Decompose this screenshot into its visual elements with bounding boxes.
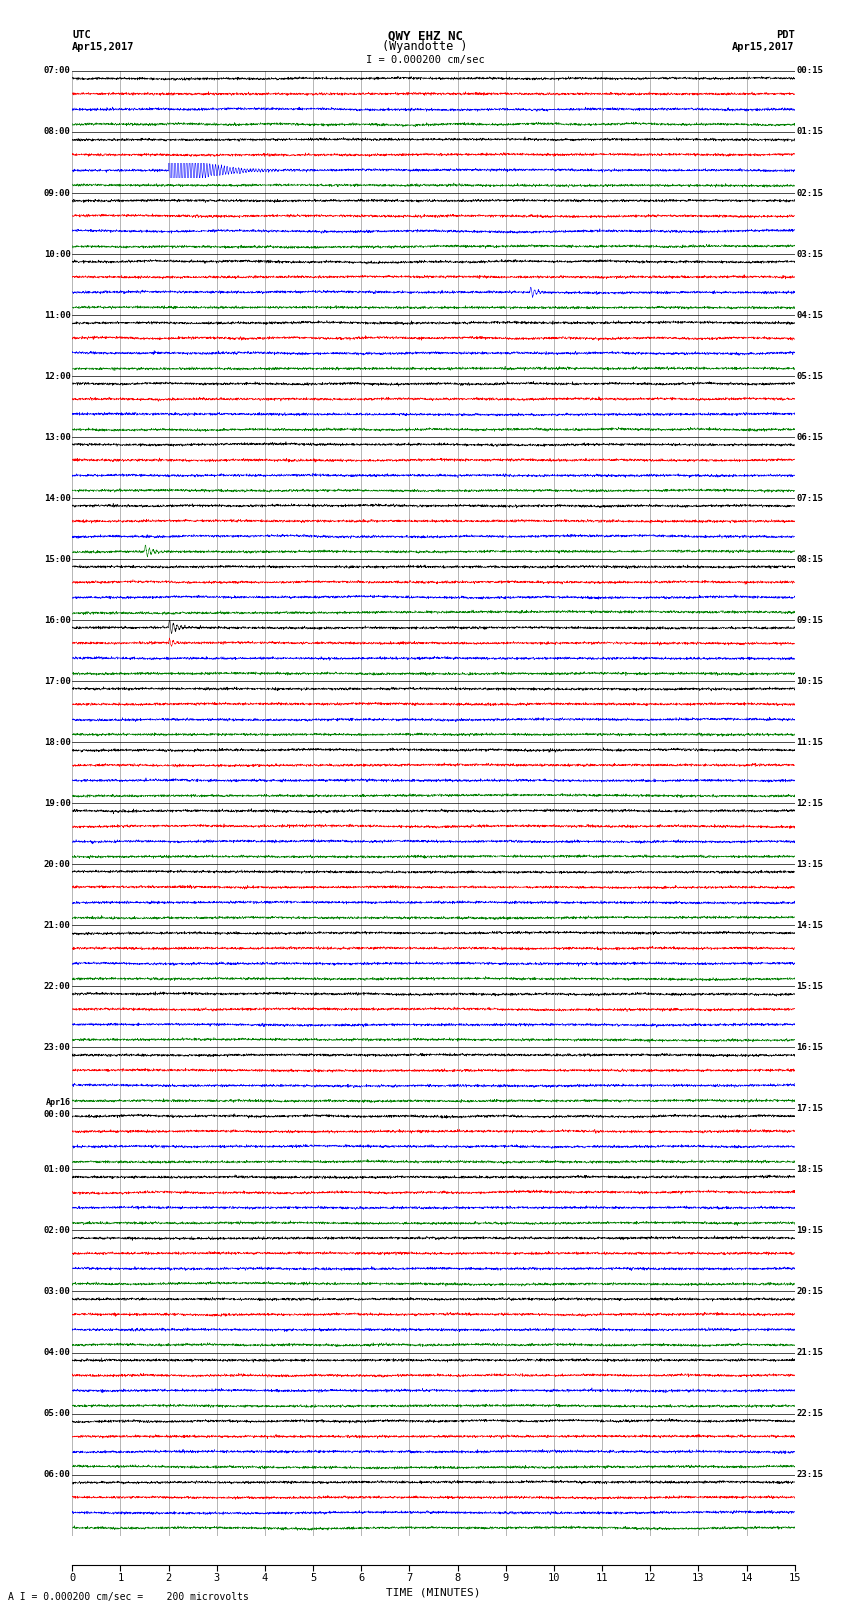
Text: 09:00: 09:00 bbox=[43, 189, 71, 197]
Text: 23:15: 23:15 bbox=[796, 1469, 824, 1479]
Text: 16:15: 16:15 bbox=[796, 1044, 824, 1052]
Text: 21:15: 21:15 bbox=[796, 1348, 824, 1357]
Text: 03:00: 03:00 bbox=[43, 1287, 71, 1295]
Text: 15:15: 15:15 bbox=[796, 982, 824, 990]
Text: 14:15: 14:15 bbox=[796, 921, 824, 929]
Text: 02:15: 02:15 bbox=[796, 189, 824, 197]
Text: 17:15: 17:15 bbox=[796, 1103, 824, 1113]
Text: 03:15: 03:15 bbox=[796, 250, 824, 258]
Text: 04:15: 04:15 bbox=[796, 311, 824, 319]
Text: 20:15: 20:15 bbox=[796, 1287, 824, 1295]
Text: 19:00: 19:00 bbox=[43, 798, 71, 808]
Text: 11:15: 11:15 bbox=[796, 737, 824, 747]
Text: 15:00: 15:00 bbox=[43, 555, 71, 563]
Text: 10:00: 10:00 bbox=[43, 250, 71, 258]
Text: 01:15: 01:15 bbox=[796, 127, 824, 137]
Text: 13:15: 13:15 bbox=[796, 860, 824, 869]
Text: 10:15: 10:15 bbox=[796, 677, 824, 686]
Text: 08:00: 08:00 bbox=[43, 127, 71, 137]
Text: I = 0.000200 cm/sec: I = 0.000200 cm/sec bbox=[366, 55, 484, 65]
Text: 21:00: 21:00 bbox=[43, 921, 71, 929]
X-axis label: TIME (MINUTES): TIME (MINUTES) bbox=[386, 1587, 481, 1597]
Text: 09:15: 09:15 bbox=[796, 616, 824, 624]
Text: UTC: UTC bbox=[72, 31, 91, 40]
Text: 01:00: 01:00 bbox=[43, 1165, 71, 1174]
Text: Apr15,2017: Apr15,2017 bbox=[732, 42, 795, 52]
Text: 07:00: 07:00 bbox=[43, 66, 71, 76]
Text: A I = 0.000200 cm/sec =    200 microvolts: A I = 0.000200 cm/sec = 200 microvolts bbox=[8, 1592, 249, 1602]
Text: 12:00: 12:00 bbox=[43, 371, 71, 381]
Text: 06:15: 06:15 bbox=[796, 432, 824, 442]
Text: 18:15: 18:15 bbox=[796, 1165, 824, 1174]
Text: Apr15,2017: Apr15,2017 bbox=[72, 42, 135, 52]
Text: QWY EHZ NC: QWY EHZ NC bbox=[388, 29, 462, 42]
Text: 18:00: 18:00 bbox=[43, 737, 71, 747]
Text: 08:15: 08:15 bbox=[796, 555, 824, 563]
Text: 05:15: 05:15 bbox=[796, 371, 824, 381]
Text: 07:15: 07:15 bbox=[796, 494, 824, 503]
Text: 22:00: 22:00 bbox=[43, 982, 71, 990]
Text: 22:15: 22:15 bbox=[796, 1410, 824, 1418]
Text: Apr16: Apr16 bbox=[46, 1098, 71, 1107]
Text: 04:00: 04:00 bbox=[43, 1348, 71, 1357]
Text: 23:00: 23:00 bbox=[43, 1044, 71, 1052]
Text: 12:15: 12:15 bbox=[796, 798, 824, 808]
Text: (Wyandotte ): (Wyandotte ) bbox=[382, 40, 468, 53]
Text: 11:00: 11:00 bbox=[43, 311, 71, 319]
Text: 06:00: 06:00 bbox=[43, 1469, 71, 1479]
Text: 16:00: 16:00 bbox=[43, 616, 71, 624]
Text: 00:15: 00:15 bbox=[796, 66, 824, 76]
Text: 05:00: 05:00 bbox=[43, 1410, 71, 1418]
Text: 02:00: 02:00 bbox=[43, 1226, 71, 1236]
Text: 00:00: 00:00 bbox=[43, 1110, 71, 1119]
Text: 13:00: 13:00 bbox=[43, 432, 71, 442]
Text: 19:15: 19:15 bbox=[796, 1226, 824, 1236]
Text: 17:00: 17:00 bbox=[43, 677, 71, 686]
Text: 14:00: 14:00 bbox=[43, 494, 71, 503]
Text: 20:00: 20:00 bbox=[43, 860, 71, 869]
Text: PDT: PDT bbox=[776, 31, 795, 40]
